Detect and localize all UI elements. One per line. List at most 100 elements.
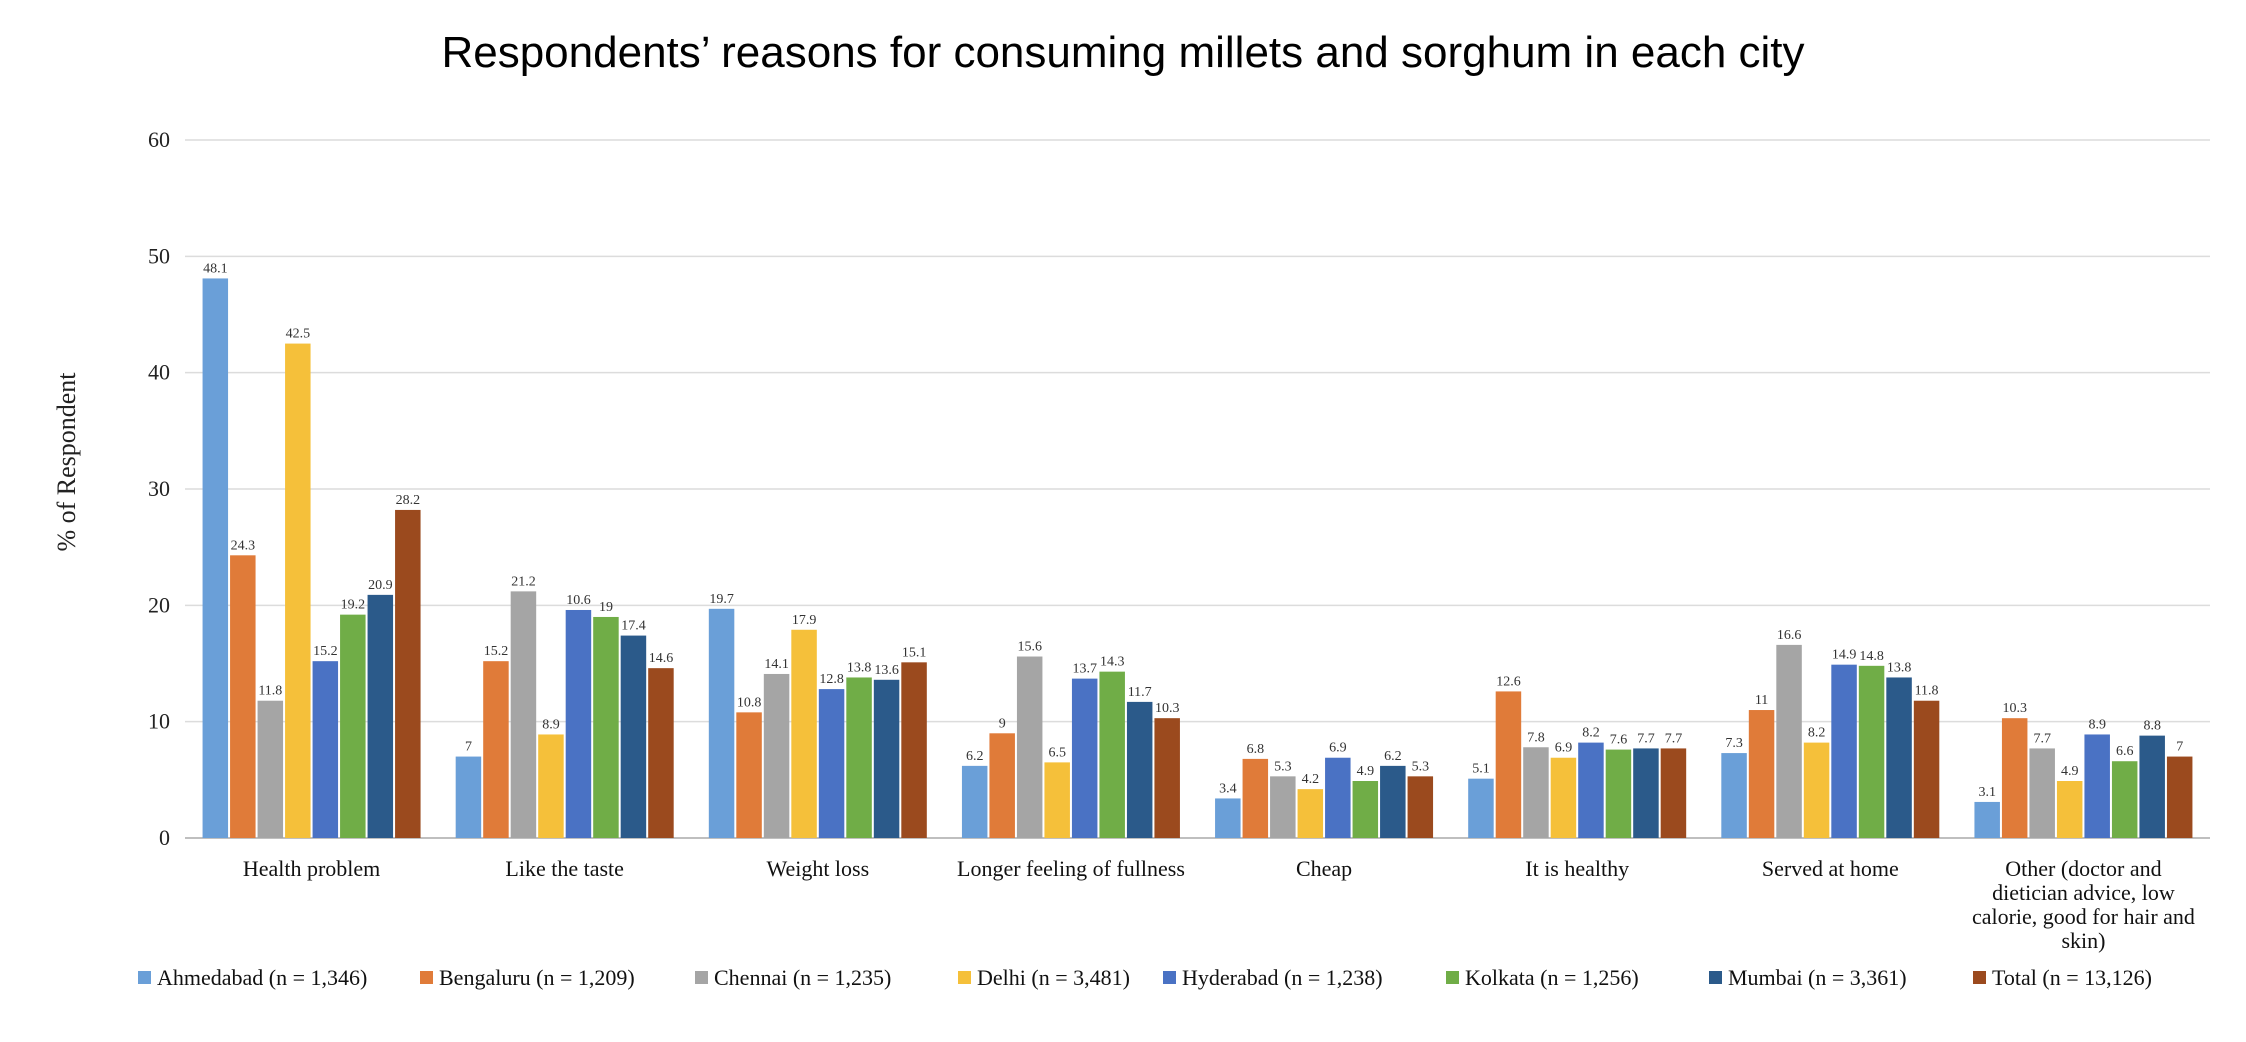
bar <box>989 733 1015 838</box>
legend-item: Chennai (n = 1,235) <box>714 965 891 990</box>
legend-item: Kolkata (n = 1,256) <box>1465 965 1639 990</box>
data-label: 6.8 <box>1247 742 1265 757</box>
bar <box>538 734 564 838</box>
data-label: 17.4 <box>621 619 646 634</box>
bar <box>1270 776 1296 838</box>
data-label: 6.6 <box>2116 744 2134 759</box>
category-label: Other (doctor and <box>2005 856 2161 881</box>
data-label: 4.9 <box>2061 764 2079 779</box>
legend-swatch <box>1973 971 1986 984</box>
data-label: 14.6 <box>649 651 674 666</box>
data-label: 6.2 <box>1384 749 1402 764</box>
data-label: 10.3 <box>1155 701 1180 716</box>
data-label: 13.8 <box>847 660 872 675</box>
bar <box>1215 798 1241 838</box>
data-label: 12.8 <box>819 672 844 687</box>
bar <box>2166 756 2193 838</box>
data-label: 24.3 <box>231 538 256 553</box>
category-label: Weight loss <box>766 856 869 881</box>
bar <box>1407 776 1434 838</box>
bar <box>1242 758 1269 838</box>
bar <box>791 629 817 838</box>
data-label: 14.3 <box>1100 655 1125 670</box>
chart-title: Respondents’ reasons for consuming mille… <box>441 28 1805 77</box>
data-label: 14.9 <box>1832 648 1857 663</box>
data-label: 14.8 <box>1859 649 1884 664</box>
data-label: 10.6 <box>566 593 591 608</box>
bar <box>1578 742 1604 838</box>
bar <box>873 679 900 838</box>
legend-swatch <box>695 971 708 984</box>
bar <box>455 756 482 838</box>
category-label: Like the taste <box>505 856 624 881</box>
data-label: 7.7 <box>1637 731 1655 746</box>
legend-swatch <box>958 971 971 984</box>
data-label: 21.2 <box>511 574 536 589</box>
data-label: 48.1 <box>203 261 228 276</box>
data-label: 20.9 <box>368 578 393 593</box>
bar <box>763 673 790 838</box>
data-label: 15.2 <box>313 644 338 659</box>
category-label: Served at home <box>1762 856 1899 881</box>
bar <box>1913 700 1940 838</box>
data-label: 7.6 <box>1610 733 1628 748</box>
bar <box>1660 748 1687 838</box>
data-label: 7.7 <box>1665 731 1683 746</box>
bar <box>2139 735 2165 838</box>
data-label: 7 <box>465 740 472 755</box>
y-tick-label: 0 <box>159 825 170 850</box>
bar <box>2084 734 2110 838</box>
data-label: 5.3 <box>1412 759 1430 774</box>
bars <box>202 278 2193 839</box>
data-label: 5.1 <box>1472 762 1490 777</box>
legend-swatch <box>1163 971 1176 984</box>
bar <box>1468 778 1494 838</box>
data-label: 13.6 <box>874 663 899 678</box>
bar <box>230 555 256 838</box>
category-label: Cheap <box>1296 856 1352 881</box>
bar <box>1016 656 1043 838</box>
data-label: 7.3 <box>1725 736 1743 751</box>
bar <box>846 677 872 838</box>
bar <box>483 661 509 838</box>
data-label: 4.2 <box>1302 772 1320 787</box>
data-label: 8.9 <box>2088 717 2106 732</box>
legend-item: Total (n = 13,126) <box>1992 965 2152 990</box>
legend-item: Ahmedabad (n = 1,346) <box>157 965 367 990</box>
bar <box>593 616 619 838</box>
bar <box>1721 753 1747 838</box>
data-label: 42.5 <box>286 327 311 342</box>
bar <box>1633 748 1659 838</box>
legend-item: Bengaluru (n = 1,209) <box>439 965 635 990</box>
y-tick-label: 50 <box>148 243 170 268</box>
legend-swatch <box>138 971 151 984</box>
data-label: 6.9 <box>1555 741 1573 756</box>
bar <box>1550 757 1577 838</box>
data-label: 10.8 <box>737 695 762 710</box>
bar <box>708 608 735 838</box>
data-label: 17.9 <box>792 613 817 628</box>
bar <box>1831 664 1857 838</box>
bar <box>202 278 229 839</box>
legend-swatch <box>1446 971 1459 984</box>
data-label: 13.8 <box>1887 660 1912 675</box>
bar <box>2001 718 2028 838</box>
bar <box>1044 762 1070 838</box>
data-label: 5.3 <box>1274 759 1292 774</box>
legend-item: Mumbai (n = 3,361) <box>1728 965 1907 990</box>
bar <box>1858 665 1885 838</box>
y-tick-label: 20 <box>148 592 170 617</box>
bar <box>620 635 647 838</box>
bar <box>2056 780 2083 838</box>
bar <box>340 614 366 838</box>
data-label: 4.9 <box>1357 764 1375 779</box>
legend-swatch <box>1709 971 1722 984</box>
data-label: 7.8 <box>1527 730 1545 745</box>
data-label: 11.8 <box>1915 684 1939 699</box>
bar <box>1748 710 1775 838</box>
category-label: Health problem <box>243 856 380 881</box>
bar <box>1523 747 1549 838</box>
data-label: 13.7 <box>1072 662 1097 677</box>
bar <box>736 712 762 838</box>
